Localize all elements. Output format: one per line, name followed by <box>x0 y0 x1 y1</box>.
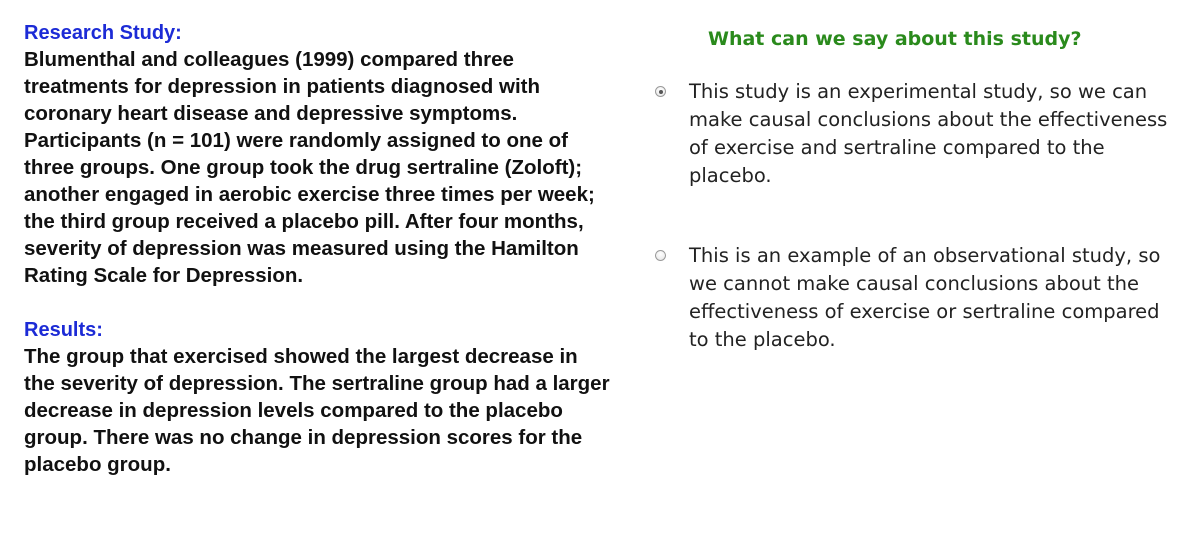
answer-option-label: This is an example of an observational s… <box>689 244 1161 351</box>
radio-button-unselected[interactable] <box>655 250 666 261</box>
radio-button-selected[interactable] <box>655 86 666 97</box>
research-study-text: Blumenthal and colleagues (1999) compare… <box>24 48 595 287</box>
results-text: The group that exercised showed the larg… <box>24 345 610 476</box>
results-heading: Results: <box>24 319 103 341</box>
answer-option-experimental[interactable]: This study is an experimental study, so … <box>650 78 1170 190</box>
research-study-heading: Research Study: <box>24 22 182 44</box>
study-panel: Research Study: Blumenthal and colleague… <box>24 20 614 478</box>
question-panel: What can we say about this study? This s… <box>650 26 1170 354</box>
answer-option-label: This study is an experimental study, so … <box>689 80 1168 187</box>
question-title: What can we say about this study? <box>708 28 1082 50</box>
answer-option-observational[interactable]: This is an example of an observational s… <box>650 242 1170 354</box>
